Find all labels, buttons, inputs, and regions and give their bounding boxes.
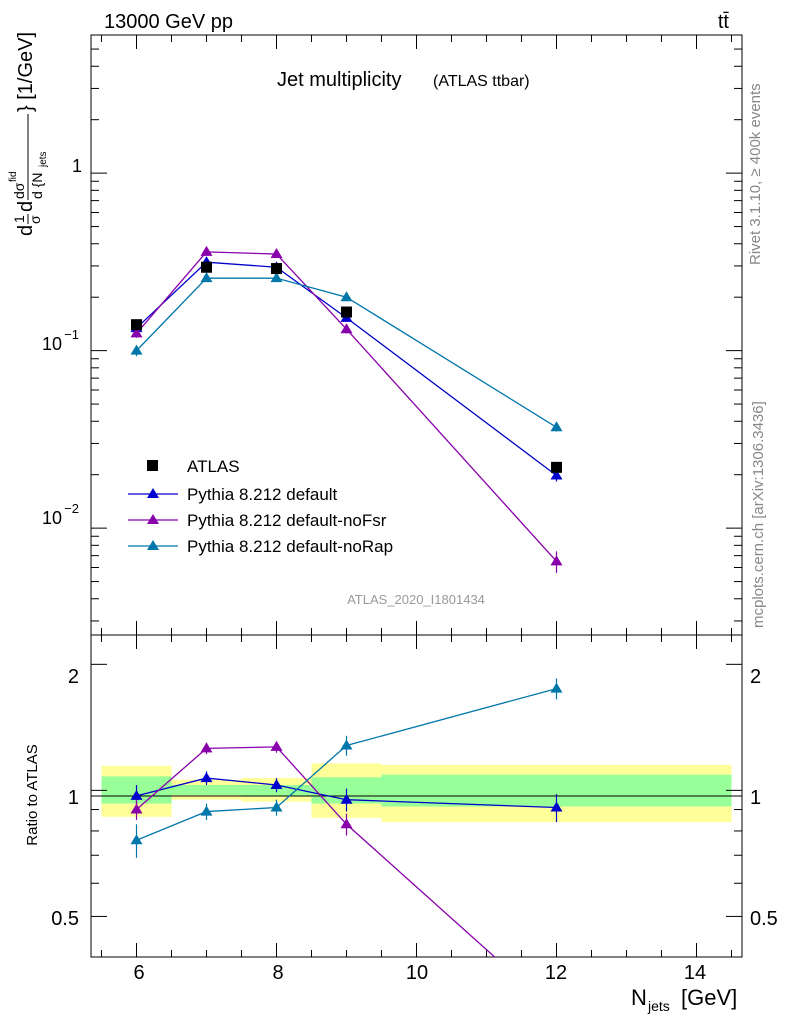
- data-point: [341, 306, 352, 318]
- ratio-point-1: [340, 818, 353, 829]
- series-point-1: [130, 327, 143, 338]
- rivet-label: Rivet 3.1.10, ≥ 400k events: [747, 83, 764, 265]
- ratio-tick-labels: 2 1 0.5 2 1 0.5: [51, 666, 778, 930]
- legend-entry-data: ATLAS: [147, 457, 240, 476]
- x-tick-label: 12: [545, 962, 567, 984]
- svg-text:Pythia 8.212 default-noFsr: Pythia 8.212 default-noFsr: [187, 511, 387, 530]
- y-tick-label: −2: [64, 501, 79, 516]
- svg-text:d: d: [15, 225, 37, 236]
- legend-entry-series-0: Pythia 8.212 default: [128, 485, 338, 504]
- data-point: [551, 461, 562, 473]
- data-point: [201, 261, 212, 273]
- svg-text:σ: σ: [27, 215, 43, 224]
- y-tick-label: 10: [42, 334, 62, 354]
- plot-title: Jet multiplicity (ATLAS ttbar): [277, 69, 530, 91]
- x-tick-label: 6: [133, 962, 144, 984]
- series-point-2: [130, 344, 143, 355]
- ratio-point-0: [200, 772, 213, 783]
- ratio-point-2: [270, 801, 283, 812]
- process-label: tt̄: [718, 11, 730, 33]
- ratio-point-2: [130, 834, 143, 845]
- ratio-point-0: [340, 793, 353, 804]
- x-tick-label: 8: [272, 962, 283, 984]
- x-tick-label: 10: [406, 962, 428, 984]
- ratio-tick-label-right: 2: [750, 666, 761, 688]
- y-axis-label: d 1 σ d dσ fid d {N jets } [1/GeV]: [8, 32, 49, 236]
- ratio-point-1: [270, 740, 283, 751]
- svg-text:dσ: dσ: [11, 182, 27, 199]
- series-point-0: [550, 469, 563, 480]
- ratio-point-2: [550, 682, 563, 693]
- svg-text:1: 1: [11, 215, 27, 223]
- ratio-series-layer: [130, 678, 563, 1016]
- ratio-tick-label-right: 1: [750, 787, 761, 809]
- y-tick-label: 1: [72, 156, 82, 176]
- series-point-1: [270, 248, 283, 259]
- ratio-uncertainty-bands: [101, 763, 732, 823]
- svg-text:jets: jets: [647, 998, 670, 1014]
- axis-ticks: [91, 34, 742, 958]
- series-point-1: [340, 323, 353, 334]
- svg-text:Jet multiplicity: Jet multiplicity: [277, 69, 401, 91]
- svg-text:d: d: [15, 201, 37, 212]
- ratio-tick-label-right: 0.5: [750, 908, 778, 930]
- svg-text:Pythia 8.212 default-noRap: Pythia 8.212 default-noRap: [187, 537, 393, 556]
- main-data-layer: [131, 261, 562, 473]
- y-tick-label: −1: [64, 327, 79, 342]
- series-point-2: [550, 421, 563, 432]
- ratio-point-1: [200, 742, 213, 753]
- analysis-tag: ATLAS_2020_I1801434: [347, 592, 485, 607]
- ratio-tick-label: 2: [68, 666, 79, 688]
- series-point-2: [340, 291, 353, 302]
- ratio-tick-label: 0.5: [51, 908, 79, 930]
- ratio-tick-label: 1: [68, 787, 79, 809]
- legend-entry-series-1: Pythia 8.212 default-noFsr: [128, 511, 387, 530]
- series-point-1: [200, 245, 213, 256]
- svg-text:} [1/GeV]: } [1/GeV]: [15, 32, 37, 112]
- source-label: mcplots.cern.ch [arXiv:1306.3436]: [750, 401, 767, 628]
- ratio-point-2: [200, 805, 213, 816]
- svg-text:fid: fid: [8, 171, 19, 182]
- ratio-point-0: [130, 789, 143, 800]
- ratio-y-axis-label: Ratio to ATLAS: [24, 744, 41, 845]
- series-point-2: [200, 272, 213, 283]
- x-axis-label: N jets [GeV]: [631, 985, 737, 1014]
- y-tick-labels: 1 10 −1 10 −2: [42, 156, 82, 528]
- svg-text:N: N: [631, 985, 647, 1010]
- ratio-point-0: [270, 778, 283, 789]
- svg-text:(ATLAS ttbar): (ATLAS ttbar): [433, 73, 530, 90]
- series-point-1: [550, 555, 563, 566]
- ratio-band-inner: [171, 784, 242, 795]
- ratio-point-0: [550, 801, 563, 812]
- ratio-point-1: [551, 1006, 563, 1016]
- ratio-point-1: [130, 803, 143, 814]
- svg-text:[GeV]: [GeV]: [681, 985, 737, 1010]
- ratio-point-2: [340, 739, 353, 750]
- svg-text:Pythia 8.212 default: Pythia 8.212 default: [187, 485, 338, 504]
- series-point-2: [270, 272, 283, 283]
- legend: ATLAS Pythia 8.212 default Pythia 8.212 …: [128, 457, 393, 556]
- svg-text:d {N: d {N: [29, 173, 45, 199]
- svg-text:ATLAS: ATLAS: [187, 457, 240, 476]
- svg-text:jets: jets: [38, 151, 49, 168]
- legend-entry-series-2: Pythia 8.212 default-noRap: [128, 537, 393, 556]
- data-point: [131, 319, 142, 331]
- data-point: [271, 263, 282, 275]
- x-tick-labels: 6 8 10 12 14: [133, 962, 706, 984]
- y-tick-label: 10: [42, 508, 62, 528]
- x-tick-label: 14: [684, 962, 706, 984]
- energy-label: 13000 GeV pp: [104, 11, 233, 33]
